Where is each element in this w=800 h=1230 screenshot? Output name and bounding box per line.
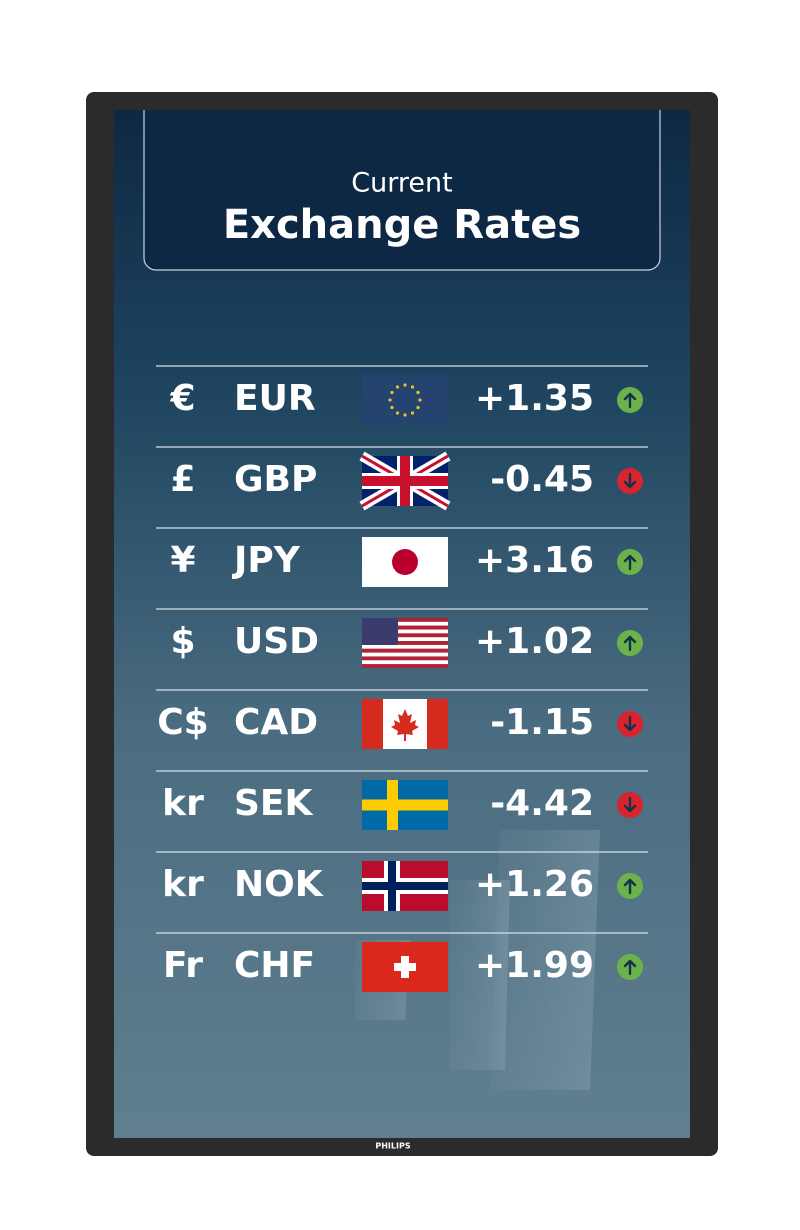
flag-part <box>403 383 407 387</box>
rate-row: kr SEK -4.42 <box>156 770 648 830</box>
flag-part <box>362 637 448 642</box>
rate-row: $ USD +1.02 <box>156 608 648 668</box>
arrow-glyph <box>623 635 637 652</box>
flag-part <box>362 625 448 630</box>
arrow-down-icon <box>617 468 643 494</box>
flag-part <box>392 549 418 575</box>
arrow-glyph <box>623 472 637 489</box>
flag <box>362 375 448 425</box>
rate-row: C$ CAD -1.15 <box>156 689 648 749</box>
flag-part <box>427 699 448 749</box>
arrow-glyph <box>623 715 637 732</box>
flag <box>362 942 448 992</box>
flag-part <box>395 411 400 415</box>
flag-part <box>362 641 448 645</box>
flag-part <box>362 648 448 653</box>
currency-code: CHF <box>234 945 315 986</box>
arrow-up-icon <box>617 630 643 656</box>
currency-code: NOK <box>234 864 324 905</box>
arrow-glyph <box>623 959 637 976</box>
rate-row: Fr CHF +1.99 <box>156 932 648 992</box>
currency-symbol: £ <box>170 459 195 500</box>
arrow-down-icon <box>617 792 643 818</box>
flag-part <box>410 411 415 415</box>
flag-part <box>362 618 448 622</box>
flag-part <box>390 405 394 410</box>
flag-part <box>416 405 420 410</box>
flag-part <box>403 413 407 417</box>
flag-part <box>362 699 383 749</box>
flag-part <box>362 652 448 657</box>
bg-column <box>450 880 510 1070</box>
currency-symbol: kr <box>162 783 204 824</box>
flag <box>362 861 448 911</box>
arrow-glyph <box>623 796 637 813</box>
currency-symbol: ¥ <box>170 540 195 581</box>
flag-part <box>362 882 448 890</box>
rate-change: +1.02 <box>475 621 594 662</box>
arrow-glyph <box>623 392 637 409</box>
currency-code: GBP <box>234 459 317 500</box>
arrow-up-icon <box>617 873 643 899</box>
header-subtitle: Current <box>351 168 452 199</box>
brand: PHILIPS <box>375 1142 410 1151</box>
flag-part <box>362 476 448 486</box>
flag-part <box>390 390 394 395</box>
flag-part <box>362 618 398 645</box>
flag-part <box>362 621 448 626</box>
header-title: Exchange Rates <box>223 202 581 248</box>
bg-column <box>490 830 600 1090</box>
rate-row: ¥ JPY +3.16 <box>156 527 648 587</box>
arrow-up-icon <box>617 549 643 575</box>
rate-change: +1.26 <box>475 864 594 905</box>
rate-change: +3.16 <box>475 540 594 581</box>
currency-code: JPY <box>231 540 301 581</box>
rate-change: -0.45 <box>490 459 594 500</box>
flag-part <box>362 375 448 425</box>
flag-part <box>394 963 416 971</box>
flag-part <box>362 633 448 638</box>
flag-part <box>362 629 448 634</box>
flag <box>359 451 451 511</box>
flag-part <box>418 398 422 402</box>
flag <box>362 618 448 668</box>
currency-symbol: € <box>169 378 195 419</box>
flag-part <box>362 656 448 661</box>
arrow-down-icon <box>617 711 643 737</box>
arrow-up-icon <box>617 954 643 980</box>
arrow-glyph <box>623 554 637 571</box>
flag-part <box>416 390 420 395</box>
header-box <box>143 110 661 271</box>
flag-part <box>388 398 392 402</box>
arrow-glyph <box>623 878 637 895</box>
currency-symbol: C$ <box>157 702 208 743</box>
currency-symbol: $ <box>170 621 195 662</box>
rate-row: £ GBP -0.45 <box>156 446 648 511</box>
rate-change: +1.35 <box>475 378 594 419</box>
flag <box>362 780 448 830</box>
flag-part <box>362 660 448 665</box>
flag-part <box>391 709 419 741</box>
flag <box>362 699 448 749</box>
currency-symbol: Fr <box>163 945 203 986</box>
flag-part <box>362 644 448 649</box>
rate-row: € EUR +1.35 <box>156 365 648 425</box>
currency-code: EUR <box>234 378 316 419</box>
currency-code: CAD <box>234 702 318 743</box>
flag-part <box>410 385 415 389</box>
rate-change: +1.99 <box>475 945 594 986</box>
rate-change: -4.42 <box>490 783 594 824</box>
flag-part <box>362 664 448 668</box>
rate-change: -1.15 <box>490 702 594 743</box>
flag-part <box>395 385 400 389</box>
currency-code: SEK <box>234 783 314 824</box>
currency-symbol: kr <box>162 864 204 905</box>
flag-part <box>362 799 448 811</box>
arrow-up-icon <box>617 387 643 413</box>
flag <box>362 537 448 587</box>
rate-row: kr NOK +1.26 <box>156 851 648 911</box>
currency-code: USD <box>234 621 319 662</box>
